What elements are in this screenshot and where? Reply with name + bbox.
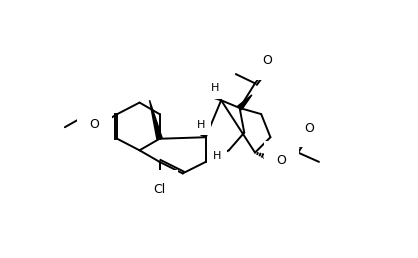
Text: H: H [213,151,221,161]
Polygon shape [150,100,162,139]
Text: O: O [304,122,314,135]
Text: Cl: Cl [153,183,166,196]
Text: O: O [263,54,272,67]
Text: O: O [89,118,99,131]
Polygon shape [238,95,252,110]
Text: H: H [211,83,219,93]
Text: H: H [197,119,205,130]
Text: O: O [277,154,286,167]
